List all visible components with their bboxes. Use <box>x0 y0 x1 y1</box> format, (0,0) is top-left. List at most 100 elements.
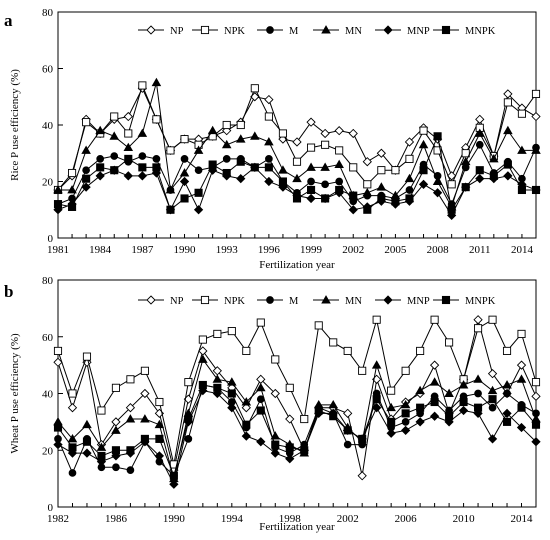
panel-a-series-npk-point <box>278 129 287 138</box>
panel-a-series-mnpk-point <box>475 166 484 175</box>
panel-a-series-np-point <box>348 128 358 139</box>
panel-b-series-npk-point <box>445 338 454 347</box>
panel-a-series-mnp-point <box>306 193 316 204</box>
panel-b-series-m-point <box>112 463 120 472</box>
panel-a-series-mn-point <box>81 145 91 154</box>
panel-a-series-mnpk-point <box>110 166 119 175</box>
panel-b-series-npk-point <box>53 346 63 355</box>
panel-a-series-mnpk-point <box>53 200 63 209</box>
panel-b-series-np-point <box>473 315 483 325</box>
panel-a-series-mn-point <box>460 156 471 166</box>
panel-b-xtick-label: 1994 <box>221 513 244 525</box>
panel-a-legend-np-marker <box>146 25 156 35</box>
panel-b-series-mn-point <box>154 419 165 429</box>
panel-a-series-mnpk-point <box>531 185 541 195</box>
panel-a-xtick-label: 2005 <box>384 244 407 256</box>
panel-b-series-npk-point <box>285 383 294 392</box>
panel-b-series-npk-point <box>227 327 236 336</box>
panel-a-series-np-point <box>306 117 316 127</box>
panel-b-series-npk-point <box>213 329 222 338</box>
panel-b-series-mnpk-point <box>271 440 280 449</box>
panel-a-series-mnpk-point <box>138 163 147 172</box>
panel-b-series-mnpk-point <box>531 420 541 429</box>
panel-a-plot-frame <box>57 11 537 239</box>
panel-b-series-mn-point <box>400 399 411 409</box>
panel-a-series-np-point <box>447 171 457 181</box>
panel-b-series-mnp-point <box>154 451 165 461</box>
panel-b-series-m <box>54 381 540 480</box>
panel-b-xtick-label: 1986 <box>105 513 128 525</box>
panel-a-series-mn-point <box>432 176 443 185</box>
panel-b-series-npk-point <box>488 315 497 324</box>
panel-b-series-mnp-point <box>169 479 179 489</box>
panel-b-series-mnp-point <box>458 405 469 416</box>
panel-a-series-mnpk-point <box>166 205 175 214</box>
panel-a-xtick-label: 1999 <box>300 244 323 256</box>
panel-a-series-mn-point <box>53 185 63 194</box>
panel-b-series-mnpk-point <box>329 412 338 421</box>
panel-b-series-npk-point <box>502 346 512 355</box>
panel-b-letter: b <box>4 282 13 301</box>
panel-a-series-mnpk-point <box>349 191 358 200</box>
panel-b-series-mnp <box>53 386 541 489</box>
panel-a-ytick-label: 60 <box>42 64 54 76</box>
panel-b-series-npk-point <box>271 355 280 364</box>
panel-a-series-npk-point <box>531 89 541 98</box>
panel-a-series-npk-point <box>152 115 161 124</box>
panel-b-series-np-point <box>270 388 280 399</box>
panel-a-xtick-label: 1993 <box>216 244 239 256</box>
panel-a-series-m-point <box>475 140 484 149</box>
panel-b-series-m-point <box>343 440 352 449</box>
panel-b-series-np-point <box>241 403 251 413</box>
panel-b-series-mn-point <box>429 377 440 386</box>
panel-a-series-mn-point <box>95 125 105 135</box>
panel-a-series-mnpk-point <box>208 160 217 169</box>
panel-b-series-m-point <box>68 469 77 477</box>
panel-b-series-mnpk-point <box>82 437 92 446</box>
panel-a-legend-mnp-label: MNP <box>407 26 430 37</box>
panel-a-series-mnpk-point <box>517 185 526 195</box>
panel-a-series-mnp-point <box>123 171 133 181</box>
panel-b-series-np-point <box>343 408 353 418</box>
panel-a-series-mnpk-point <box>377 194 386 203</box>
panel-a-series-npk-point <box>517 109 526 118</box>
panel-a-series-mnpk-point <box>489 171 498 180</box>
panel-a-series-np-point <box>123 111 133 122</box>
panel-a-series-mnp-point <box>179 176 190 187</box>
panel-a-series-mnpk-point <box>194 188 203 197</box>
panel-b-series-mnp-point <box>429 411 440 421</box>
panel-b-series-mnpk-point <box>401 409 410 418</box>
panel-a-series-mn-point <box>264 137 274 146</box>
panel-a-series-mn-point <box>503 125 513 135</box>
panel-a-series-mn-point <box>404 173 415 183</box>
panel-a-series-npk-point <box>82 118 91 127</box>
panel-a-series-mnpk-point <box>335 185 344 195</box>
panel-b-series-mn-point <box>67 433 78 443</box>
panel-b-series-m-point <box>126 466 135 474</box>
panel-b-series-mnpk-point <box>140 434 149 443</box>
panel-a-series-mn-point <box>292 173 302 183</box>
panel-a-series-mn-point <box>151 77 162 87</box>
panel-b-series-np-point <box>531 391 541 401</box>
panel-a-series-mn-point <box>179 168 190 177</box>
panel-a-series-mnp-point <box>475 174 485 184</box>
panel-b-series-np-point <box>140 388 150 399</box>
panel-b-series-np-point <box>53 357 63 367</box>
panel-b-series-mnpk-point <box>459 397 468 407</box>
panel-a-series-np-point <box>264 94 274 105</box>
panel-a-series-m-point <box>96 155 105 163</box>
panel-b-series-mnpk-point <box>227 389 236 398</box>
panel-a-legend-m-label: M <box>289 26 299 37</box>
panel-a-series-np-point <box>376 148 386 158</box>
panel-b-series-npk-point <box>416 346 425 355</box>
panel-b-legend-mnpk-label: MNPK <box>465 296 496 307</box>
panel-b-series-npk-point <box>126 375 135 384</box>
panel-a-series-mnpk <box>53 132 541 214</box>
panel-b-series-npk-point <box>329 338 338 347</box>
panel-a-series-mn-point <box>376 182 387 191</box>
panel-b-series-mnpk-point <box>256 406 265 415</box>
panel-a-series-npk-point <box>264 112 273 121</box>
panel-b-series-mn-point <box>256 382 266 392</box>
panel-a-y-axis-title: Rice P use efficiency (%) <box>9 69 21 181</box>
panel-a-series-mnpk-point <box>152 163 161 172</box>
